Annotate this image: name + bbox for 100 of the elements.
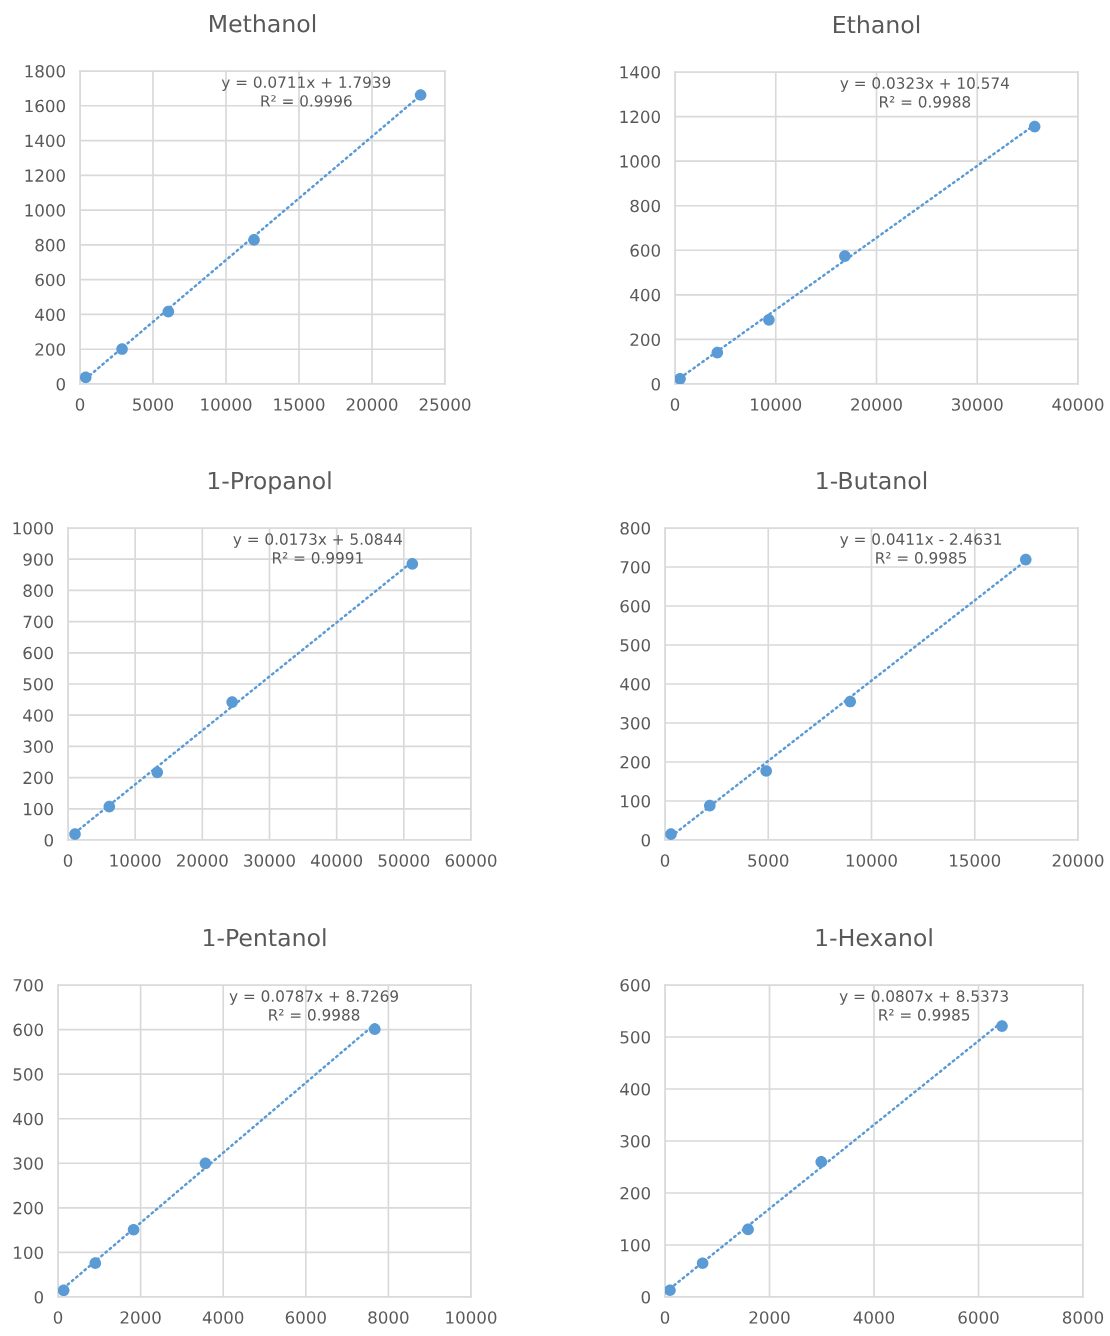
x-tick-label: 60000 [445, 854, 497, 867]
y-tick-label: 100 [621, 1238, 650, 1252]
x-tick-label: 10000 [751, 398, 802, 411]
x-tick-label: 10000 [110, 854, 161, 867]
y-tick-label: 600 [23, 646, 53, 660]
x-tick-label: 40000 [1052, 398, 1104, 411]
y-tick-label: 600 [13, 1023, 43, 1037]
y-tick-label: 500 [620, 1030, 650, 1044]
x-tick-label: 8000 [1062, 1311, 1104, 1324]
point [665, 1284, 676, 1297]
annotation: y = 0.0173x + 5.0844 [233, 533, 403, 548]
x-tick-label: 25000 [419, 398, 471, 411]
x-tick-label: 40000 [310, 854, 363, 867]
y-tick-label: 1200 [25, 169, 65, 182]
y-tick-label: 100 [14, 1246, 43, 1259]
y-tick-label: 0 [34, 1290, 43, 1304]
point [58, 1284, 70, 1297]
x-tick-label: 0 [660, 1311, 670, 1324]
y-tick-label: 400 [630, 288, 660, 302]
x-tick-label: 10000 [846, 854, 897, 867]
y-tick-label: 500 [620, 638, 650, 652]
chart-title: 1-Pentanol [204, 928, 326, 947]
y-tick-label: 1000 [620, 155, 660, 168]
x-tick-label: 20000 [177, 854, 228, 867]
chart-title: 1-Propanol [208, 471, 331, 495]
x-tick-label: 0 [75, 398, 85, 411]
y-tick-label: 0 [641, 833, 650, 847]
y-tick-label: 200 [620, 1186, 650, 1200]
y-tick-label: 400 [620, 677, 650, 691]
x-tick-label: 20000 [346, 398, 398, 411]
x-tick-label: 50000 [378, 854, 430, 867]
y-tick-label: 1000 [25, 204, 65, 217]
y-tick-label: 600 [35, 273, 65, 287]
y-tick-label: 900 [23, 553, 53, 566]
y-tick-label: 700 [23, 615, 53, 629]
y-tick-label: 400 [23, 709, 53, 722]
y-tick-label: 700 [620, 560, 650, 574]
x-tick-label: 5000 [748, 854, 789, 867]
y-tick-label: 500 [23, 677, 53, 691]
y-tick-label: 1600 [25, 99, 65, 113]
y-tick-label: 1800 [25, 64, 65, 78]
y-tick-label: 400 [35, 308, 65, 322]
y-tick-label: 800 [35, 238, 65, 252]
y-tick-label: 1000 [13, 521, 53, 535]
y-tick-label: 0 [44, 833, 53, 847]
x-tick-label: 0 [670, 398, 680, 411]
annotation: y = 0.0323x + 10.574 [840, 77, 1010, 92]
annotation: R² = 0.9985 [879, 1009, 970, 1021]
annotation: R² = 0.9988 [269, 1009, 360, 1021]
annotation: R² = 0.9996 [261, 95, 352, 107]
y-tick-label: 300 [13, 1157, 43, 1170]
y-tick-label: 200 [630, 333, 660, 346]
x-tick-label: 15000 [274, 398, 325, 411]
y-tick-label: 300 [620, 1134, 650, 1148]
y-tick-label: 300 [620, 716, 650, 730]
y-tick-label: 400 [13, 1112, 43, 1126]
y-tick-label: 200 [23, 771, 53, 785]
x-tick-label: 0 [63, 854, 73, 867]
x-tick-label: 2000 [749, 1311, 790, 1324]
y-tick-label: 1400 [620, 65, 660, 79]
y-tick-label: 400 [620, 1082, 650, 1096]
x-tick-label: 20000 [1052, 854, 1104, 867]
x-tick-label: 4000 [202, 1311, 244, 1324]
y-tick-label: 100 [24, 802, 53, 816]
annotation: y = 0.0807x + 8.5373 [839, 990, 1008, 1005]
annotation: y = 0.0787x + 8.7269 [229, 990, 398, 1005]
x-tick-label: 6000 [285, 1311, 326, 1324]
y-tick-label: 600 [630, 244, 660, 257]
x-tick-label: 2000 [120, 1311, 161, 1324]
x-tick-label: 30000 [952, 398, 1003, 411]
y-tick-label: 200 [620, 755, 650, 769]
annotation: y = 0.0711x + 1.7939 [221, 76, 391, 91]
y-tick-label: 0 [56, 377, 65, 391]
annotation: R² = 0.9991 [273, 552, 363, 564]
y-tick-label: 800 [630, 199, 660, 213]
x-tick-label: 4000 [853, 1311, 895, 1324]
annotation: R² = 0.9985 [876, 552, 967, 564]
y-tick-label: 0 [641, 1290, 650, 1304]
y-tick-label: 500 [13, 1068, 43, 1081]
point [69, 828, 81, 840]
x-tick-label: 20000 [851, 398, 902, 411]
point [1019, 553, 1032, 566]
chart-title: 1-Butanol [817, 471, 927, 490]
y-tick-label: 800 [620, 521, 650, 535]
y-tick-label: 600 [620, 599, 650, 613]
chart-title: Methanol [210, 14, 316, 33]
y-tick-label: 600 [620, 978, 650, 992]
annotation: R² = 0.9988 [880, 96, 971, 108]
point [760, 765, 772, 777]
chart-title: Ethanol [834, 15, 920, 34]
x-tick-label: 8000 [368, 1311, 409, 1324]
x-tick-label: 0 [660, 854, 670, 867]
y-tick-label: 1400 [25, 134, 65, 148]
x-tick-label: 5000 [133, 398, 174, 411]
x-tick-label: 10000 [201, 398, 252, 411]
x-tick-label: 6000 [958, 1311, 999, 1324]
y-tick-label: 200 [13, 1201, 43, 1215]
y-tick-label: 800 [23, 584, 53, 597]
y-tick-label: 300 [23, 740, 53, 753]
x-tick-label: 30000 [244, 854, 295, 867]
